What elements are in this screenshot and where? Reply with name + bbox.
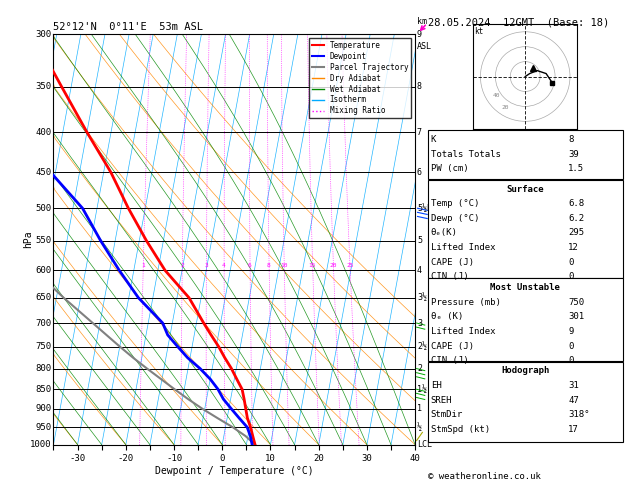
Text: km: km [417,17,427,26]
Text: 301: 301 [568,312,584,322]
Text: ½: ½ [417,423,422,432]
Text: Lifted Index: Lifted Index [431,327,496,336]
Text: 750: 750 [568,298,584,307]
Text: 4: 4 [222,263,226,268]
Text: CAPE (J): CAPE (J) [431,258,474,267]
Text: 6: 6 [248,263,252,268]
Text: 1000: 1000 [30,440,52,449]
Text: © weatheronline.co.uk: © weatheronline.co.uk [428,472,540,481]
Text: 8: 8 [267,263,270,268]
Text: 318°: 318° [568,410,589,419]
Text: Totals Totals: Totals Totals [431,150,501,159]
Text: 1½: 1½ [417,385,427,394]
Text: 6: 6 [417,168,422,177]
Text: PW (cm): PW (cm) [431,164,469,174]
Text: 20: 20 [501,105,509,110]
Text: SREH: SREH [431,396,452,405]
Text: 15: 15 [309,263,316,268]
Text: 39: 39 [568,150,579,159]
Text: θₑ (K): θₑ (K) [431,312,463,322]
Text: 650: 650 [35,293,52,302]
Legend: Temperature, Dewpoint, Parcel Trajectory, Dry Adiabat, Wet Adiabat, Isotherm, Mi: Temperature, Dewpoint, Parcel Trajectory… [309,38,411,119]
Text: 900: 900 [35,404,52,413]
Text: θₑ(K): θₑ(K) [431,228,458,238]
Text: 0: 0 [568,258,574,267]
Text: 9: 9 [568,327,574,336]
Text: 2: 2 [180,263,184,268]
Text: 600: 600 [35,266,52,275]
Text: 40: 40 [493,93,500,99]
Text: 2½: 2½ [417,342,427,351]
Text: 12: 12 [568,243,579,252]
Text: 47: 47 [568,396,579,405]
Text: 25: 25 [346,263,353,268]
Text: kt: kt [474,27,484,36]
Text: 550: 550 [35,236,52,245]
Text: 3: 3 [204,263,208,268]
Text: 17: 17 [568,425,579,434]
Text: 0: 0 [568,272,574,281]
Text: 8: 8 [568,135,574,144]
Text: Hodograph: Hodograph [501,366,549,376]
Text: Lifted Index: Lifted Index [431,243,496,252]
Text: 10: 10 [281,263,287,268]
Text: 4: 4 [417,266,422,275]
Text: 3: 3 [417,318,422,328]
X-axis label: Dewpoint / Temperature (°C): Dewpoint / Temperature (°C) [155,466,314,476]
Text: 750: 750 [35,342,52,351]
Text: 6.2: 6.2 [568,214,584,223]
Text: 20: 20 [330,263,337,268]
Text: LCL: LCL [417,440,432,449]
Text: StmSpd (kt): StmSpd (kt) [431,425,490,434]
Text: Temp (°C): Temp (°C) [431,199,479,208]
Text: 295: 295 [568,228,584,238]
Text: 52°12'N  0°11'E  53m ASL: 52°12'N 0°11'E 53m ASL [53,22,203,32]
Text: Mixing Ratio (g/kg): Mixing Ratio (g/kg) [431,195,440,283]
Text: 28.05.2024  12GMT  (Base: 18): 28.05.2024 12GMT (Base: 18) [428,17,609,27]
Text: 5½h: 5½h [417,204,432,213]
Text: CIN (J): CIN (J) [431,272,469,281]
Text: 8: 8 [417,82,422,91]
Text: hPa: hPa [23,230,33,248]
Text: StmDir: StmDir [431,410,463,419]
Text: Surface: Surface [506,185,544,194]
Text: Pressure (mb): Pressure (mb) [431,298,501,307]
Text: 6.8: 6.8 [568,199,584,208]
Text: 9: 9 [417,30,422,38]
Text: 500: 500 [35,204,52,213]
Text: 950: 950 [35,423,52,432]
Text: 2: 2 [417,364,422,373]
Text: 1: 1 [141,263,145,268]
Text: CAPE (J): CAPE (J) [431,342,474,351]
Text: 850: 850 [35,385,52,394]
Text: K: K [431,135,437,144]
Text: 0: 0 [568,342,574,351]
Text: 0: 0 [568,356,574,365]
Text: 450: 450 [35,168,52,177]
Text: 400: 400 [35,128,52,137]
Text: Most Unstable: Most Unstable [490,283,560,293]
Text: 700: 700 [35,318,52,328]
Text: CIN (J): CIN (J) [431,356,469,365]
Text: 3½: 3½ [417,293,427,302]
Text: 5: 5 [417,236,422,245]
Text: 300: 300 [35,30,52,38]
Text: 1: 1 [417,404,422,413]
Text: Dewp (°C): Dewp (°C) [431,214,479,223]
Text: 7: 7 [417,128,422,137]
Text: 1.5: 1.5 [568,164,584,174]
Text: 350: 350 [35,82,52,91]
Text: EH: EH [431,381,442,390]
Text: 31: 31 [568,381,579,390]
Text: 800: 800 [35,364,52,373]
Text: ASL: ASL [417,42,432,51]
